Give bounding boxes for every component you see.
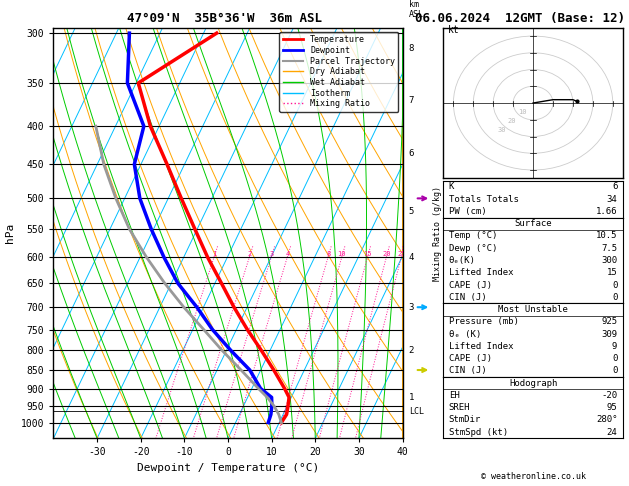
- Text: 3: 3: [409, 303, 414, 312]
- Text: 0: 0: [612, 366, 617, 375]
- Text: Most Unstable: Most Unstable: [498, 305, 568, 314]
- Text: 6: 6: [409, 149, 414, 158]
- Text: kt: kt: [447, 25, 459, 35]
- Text: 8: 8: [409, 44, 414, 53]
- Text: 1.66: 1.66: [596, 207, 617, 216]
- Text: 0: 0: [612, 293, 617, 302]
- Text: PW (cm): PW (cm): [449, 207, 486, 216]
- Text: Surface: Surface: [515, 219, 552, 228]
- Text: © weatheronline.co.uk: © weatheronline.co.uk: [481, 472, 586, 481]
- Text: 8: 8: [326, 251, 330, 257]
- Text: 0: 0: [612, 280, 617, 290]
- Text: 06.06.2024  12GMT (Base: 12): 06.06.2024 12GMT (Base: 12): [416, 12, 625, 25]
- Text: Pressure (mb): Pressure (mb): [449, 317, 519, 326]
- Text: 10: 10: [518, 109, 526, 115]
- Text: 24: 24: [606, 428, 617, 437]
- Text: 309: 309: [601, 330, 617, 339]
- Text: 0: 0: [612, 354, 617, 363]
- Text: 34: 34: [606, 195, 617, 204]
- Text: -20: -20: [601, 391, 617, 400]
- Text: Dewp (°C): Dewp (°C): [449, 244, 497, 253]
- Text: StmSpd (kt): StmSpd (kt): [449, 428, 508, 437]
- Y-axis label: hPa: hPa: [6, 223, 15, 243]
- Text: Hodograph: Hodograph: [509, 379, 557, 388]
- Text: θₑ (K): θₑ (K): [449, 330, 481, 339]
- Text: Lifted Index: Lifted Index: [449, 342, 513, 351]
- Text: km
ASL: km ASL: [409, 0, 424, 19]
- Text: 1: 1: [212, 251, 216, 257]
- Text: 2: 2: [247, 251, 252, 257]
- Text: Temp (°C): Temp (°C): [449, 231, 497, 241]
- Text: Lifted Index: Lifted Index: [449, 268, 513, 278]
- Text: 7: 7: [409, 97, 414, 105]
- Text: StmDir: StmDir: [449, 416, 481, 424]
- X-axis label: Dewpoint / Temperature (°C): Dewpoint / Temperature (°C): [137, 463, 319, 473]
- Text: 5: 5: [409, 207, 414, 216]
- Text: CAPE (J): CAPE (J): [449, 280, 492, 290]
- Text: θₑ(K): θₑ(K): [449, 256, 476, 265]
- Text: 25: 25: [397, 251, 406, 257]
- Text: Mixing Ratio (g/kg): Mixing Ratio (g/kg): [433, 186, 442, 280]
- Text: EH: EH: [449, 391, 460, 400]
- Text: 10: 10: [338, 251, 346, 257]
- Text: 300: 300: [601, 256, 617, 265]
- Legend: Temperature, Dewpoint, Parcel Trajectory, Dry Adiabat, Wet Adiabat, Isotherm, Mi: Temperature, Dewpoint, Parcel Trajectory…: [279, 32, 398, 111]
- Text: 20: 20: [508, 118, 516, 124]
- Text: 4: 4: [409, 253, 414, 262]
- Text: 925: 925: [601, 317, 617, 326]
- Text: 15: 15: [364, 251, 372, 257]
- Text: CIN (J): CIN (J): [449, 293, 486, 302]
- Text: 6: 6: [612, 182, 617, 191]
- Text: 15: 15: [606, 268, 617, 278]
- Text: 280°: 280°: [596, 416, 617, 424]
- Text: 1: 1: [409, 393, 414, 402]
- Text: 3: 3: [269, 251, 274, 257]
- Text: 20: 20: [382, 251, 391, 257]
- Text: SREH: SREH: [449, 403, 470, 412]
- Text: 4: 4: [286, 251, 289, 257]
- Text: CAPE (J): CAPE (J): [449, 354, 492, 363]
- Text: K: K: [449, 182, 454, 191]
- Text: CIN (J): CIN (J): [449, 366, 486, 375]
- Text: 2: 2: [409, 346, 414, 355]
- Text: 47°09'N  35B°36'W  36m ASL: 47°09'N 35B°36'W 36m ASL: [127, 12, 323, 25]
- Text: 10.5: 10.5: [596, 231, 617, 241]
- Text: 95: 95: [606, 403, 617, 412]
- Text: Totals Totals: Totals Totals: [449, 195, 519, 204]
- Text: 30: 30: [497, 127, 506, 133]
- Text: 9: 9: [612, 342, 617, 351]
- Text: 7.5: 7.5: [601, 244, 617, 253]
- Text: LCL: LCL: [409, 407, 424, 416]
